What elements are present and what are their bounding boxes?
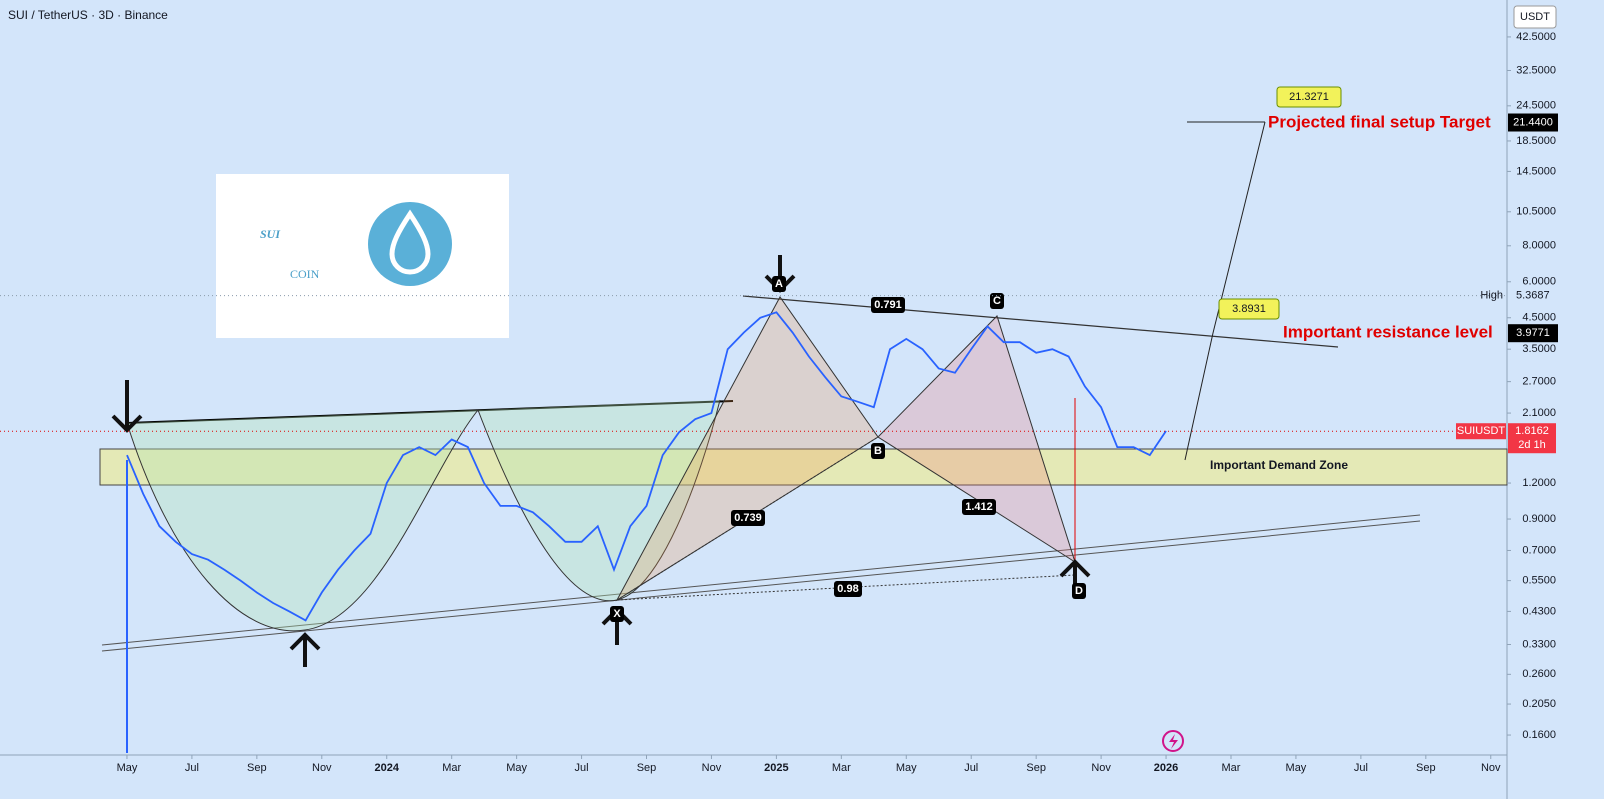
x-tick-label: Sep [1416,762,1436,774]
logo-drop [389,209,431,275]
y-tick-label: 0.9000 [1522,513,1556,525]
logo-card [216,174,509,338]
last-tag [1456,423,1506,440]
y-tick-label: 0.1600 [1522,729,1556,741]
x-tick-label: May [117,762,138,774]
label-box [772,276,786,292]
x-tick-label: 2026 [1154,762,1178,774]
currency-box [1513,5,1557,29]
label-box [731,510,765,526]
y-tick-label: 14.5000 [1516,165,1556,177]
x-tick-label: Sep [247,762,267,774]
trend-line [101,520,1421,652]
target-value: 21.4400 [1513,116,1553,128]
label-box [871,297,905,313]
target-text: Projected final setup Target [1268,112,1491,131]
label-text: C [993,295,1001,307]
label-text: A [775,278,783,290]
y-tick-label: 0.2050 [1522,698,1556,710]
x-tick-label: 2024 [374,762,399,774]
logo-name: SUI [260,227,281,241]
x-tick-label: May [896,762,917,774]
label-text: 1.412 [965,501,993,513]
demand-zone [99,448,1508,486]
resistance-line [742,295,1339,348]
resistance-value: 3.9771 [1516,327,1550,339]
y-tick-label: 42.5000 [1516,31,1556,43]
label-text: B [874,445,882,457]
label-box [610,606,624,622]
callout-box [1276,86,1342,108]
high-value: 5.3687 [1516,290,1550,302]
x-tick-label: Mar [442,762,461,774]
lightning-icon [1162,730,1184,752]
label-text: 0.739 [734,512,762,524]
x-tick-label: Sep [637,762,657,774]
label-box [834,581,862,597]
logo-icon [368,202,452,286]
logo-sub: COIN [290,267,320,281]
cup-curve [126,409,479,632]
label-box [871,443,885,459]
x-tick-label: Mar [832,762,851,774]
x-tick-label: Nov [1481,762,1501,774]
y-tick-label: 3.5000 [1522,343,1556,355]
callout-box [1218,298,1280,320]
y-tick-label: 32.5000 [1516,64,1556,76]
trend-line [101,514,1421,646]
y-tick-label: 0.5500 [1522,575,1556,587]
lightning-bolt [1169,734,1178,749]
high-label: High [1480,290,1503,302]
x-tick-label: Jul [1354,762,1368,774]
label-text: 0.98 [837,583,858,595]
x-tick-label: Nov [312,762,332,774]
y-tick-label: 2.7000 [1522,376,1556,388]
target-tag [1508,113,1558,132]
x-tick-label: Nov [702,762,722,774]
price-line [126,311,1167,622]
y-tick-label: 0.2600 [1522,668,1556,680]
projection-path [1184,121,1266,461]
y-tick-label: 8.0000 [1522,240,1556,252]
last-name: SUIUSDT [1457,425,1506,437]
label-box [990,293,1004,309]
y-tick-label: 0.4300 [1522,605,1556,617]
label-box [962,499,996,515]
countdown: 2d 1h [1518,439,1546,451]
y-tick-label: 6.0000 [1522,276,1556,288]
x-tick-label: May [506,762,527,774]
resistance-text: Important resistance level [1283,322,1493,341]
y-tick-label: 2.1000 [1522,407,1556,419]
x-tick-label: Mar [1222,762,1241,774]
callout-text: 3.8931 [1232,303,1266,315]
symbol-title: SUI / TetherUS · 3D · Binance [8,8,168,22]
callout-text: 21.3271 [1289,91,1329,103]
label-text: X [613,608,621,620]
x-tick-label: Jul [575,762,589,774]
y-tick-label: 0.3300 [1522,638,1556,650]
label-text: 0.791 [874,299,902,311]
x-tick-label: Jul [964,762,978,774]
y-tick-label: 10.5000 [1516,206,1556,218]
y-tick-label: 1.2000 [1522,477,1556,489]
currency: USDT [1520,11,1550,23]
y-tick-label: 4.5000 [1522,312,1556,324]
last-price-tag [1508,423,1556,454]
y-tick-label: 18.5000 [1516,135,1556,147]
last-price: 1.8162 [1515,425,1549,437]
x-tick-label: Nov [1091,762,1111,774]
y-tick-label: 24.5000 [1516,100,1556,112]
x-tick-label: Jul [185,762,199,774]
x-tick-label: May [1286,762,1307,774]
x-tick-label: Sep [1026,762,1046,774]
x-tick-label: 2025 [764,762,788,774]
neckline [126,400,734,424]
demand-text: Important Demand Zone [1210,458,1348,472]
y-tick-label: 0.7000 [1522,544,1556,556]
label-text: D [1075,585,1083,597]
resistance-tag [1508,324,1558,343]
label-box [1072,583,1086,599]
